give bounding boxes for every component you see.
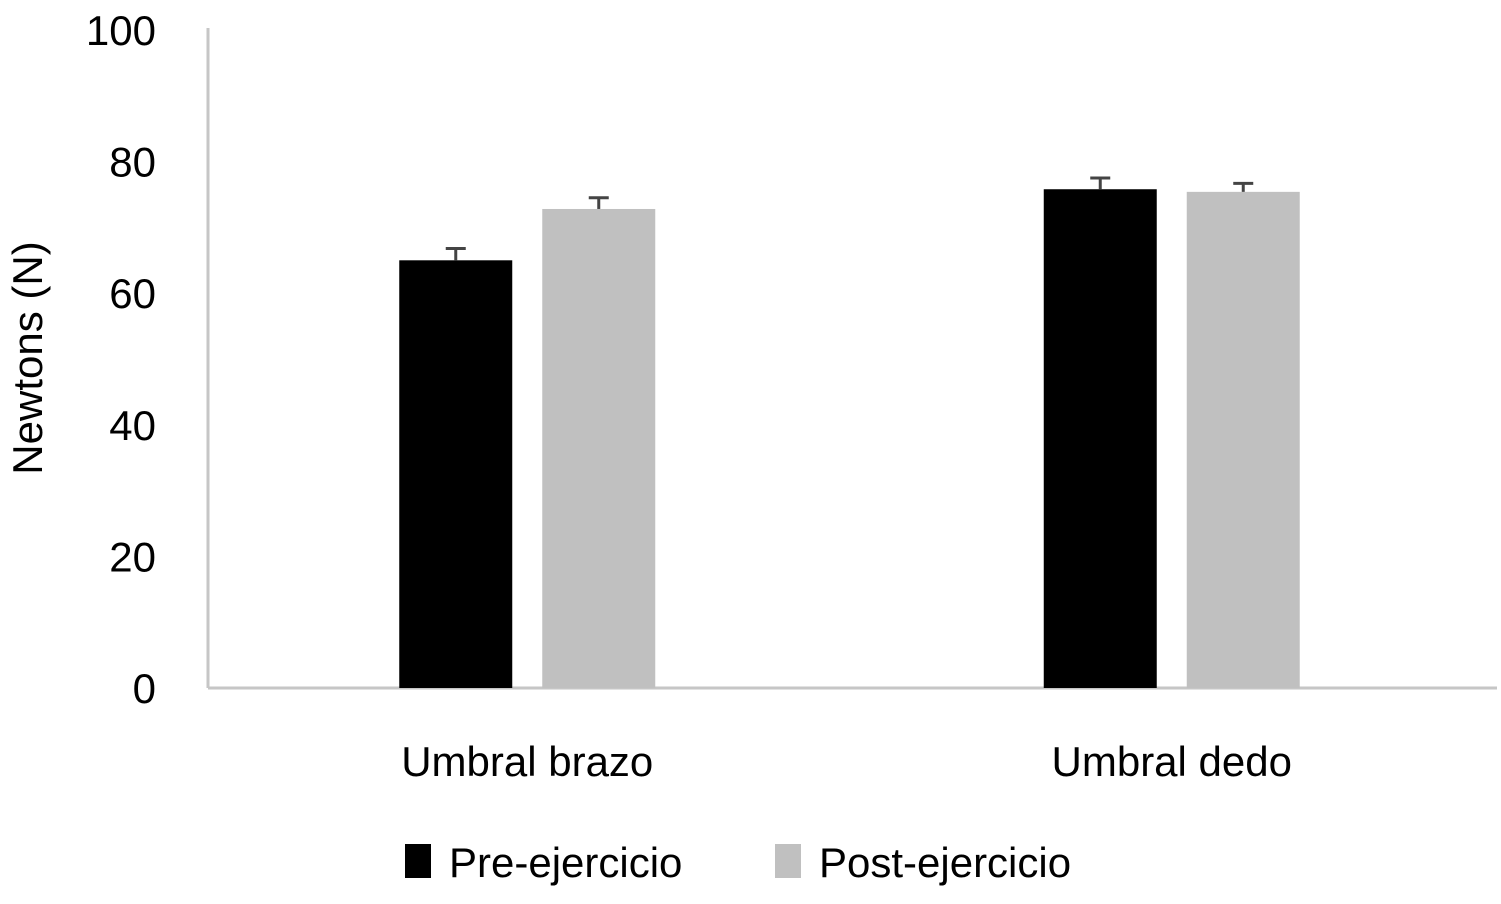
legend-label: Pre-ejercicio [449, 839, 682, 886]
bar [542, 208, 656, 688]
legend-swatch [775, 844, 801, 878]
bar [399, 260, 513, 688]
legend-swatch [405, 844, 431, 878]
x-tick-label: Umbral dedo [1052, 738, 1292, 785]
x-axis: Umbral brazo Umbral dedo [208, 686, 1497, 785]
bars [399, 189, 1300, 689]
error-bars [445, 176, 1254, 261]
legend: Pre-ejercicio Post-ejercicio [405, 839, 1071, 886]
bar [1043, 189, 1157, 688]
y-tick-label: 80 [109, 139, 156, 186]
y-axis-title: Newtons (N) [4, 241, 51, 474]
y-tick-label: 60 [109, 270, 156, 317]
bar [1186, 191, 1300, 689]
y-tick-label: 0 [133, 665, 156, 712]
y-axis: 0 20 40 60 80 100 [86, 7, 210, 712]
legend-label: Post-ejercicio [819, 839, 1071, 886]
y-tick-label: 40 [109, 402, 156, 449]
x-tick-label: Umbral brazo [401, 738, 653, 785]
y-tick-label: 100 [86, 7, 156, 54]
y-tick-label: 20 [109, 533, 156, 580]
